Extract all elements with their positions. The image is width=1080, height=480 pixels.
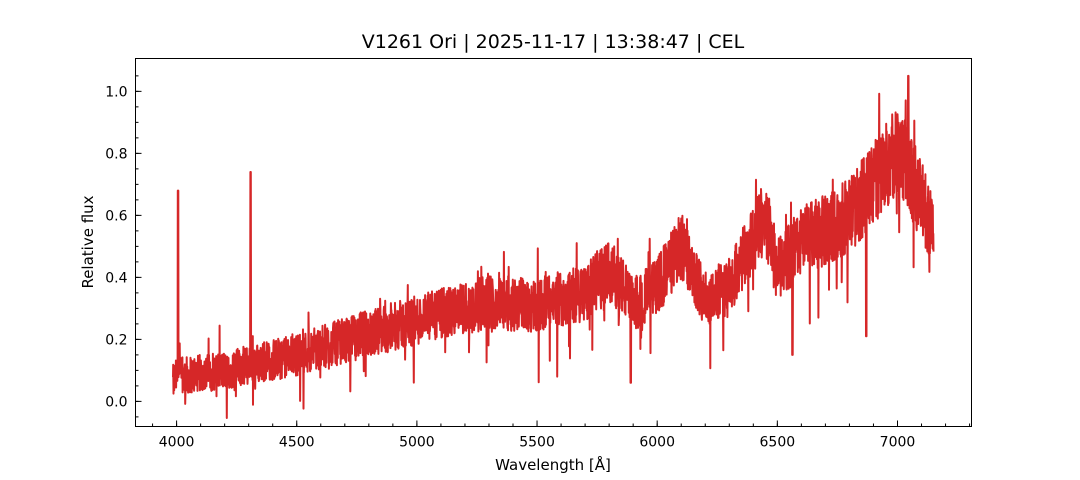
x-tick-label: 5000 (399, 435, 435, 451)
y-tick-label: 0.2 (105, 332, 127, 348)
y-tick-label: 1.0 (105, 84, 127, 100)
y-tick-label: 0.0 (105, 394, 127, 410)
x-tick-label: 4500 (279, 435, 315, 451)
y-axis: 0.0 0.2 0.4 0.6 0.8 1.0 (105, 75, 142, 418)
y-tick-label: 0.4 (105, 270, 127, 286)
y-axis-label: Relative flux (79, 195, 97, 288)
plot-frame (135, 58, 972, 427)
spectrum-line (172, 74, 935, 419)
chart-title: V1261 Ori | 2025-11-17 | 13:38:47 | CEL (362, 31, 745, 53)
x-axis: 4000 4500 5000 5500 6000 6500 7000 (152, 420, 971, 451)
x-tick-label: 5500 (519, 435, 555, 451)
x-tick-label: 4000 (159, 435, 195, 451)
x-tick-label: 6000 (639, 435, 675, 451)
x-axis-label: Wavelength [Å] (495, 455, 611, 474)
x-tick-label: 6500 (760, 435, 796, 451)
x-tick-label: 7000 (880, 435, 916, 451)
y-tick-label: 0.8 (105, 146, 127, 162)
y-tick-label: 0.6 (105, 208, 127, 224)
